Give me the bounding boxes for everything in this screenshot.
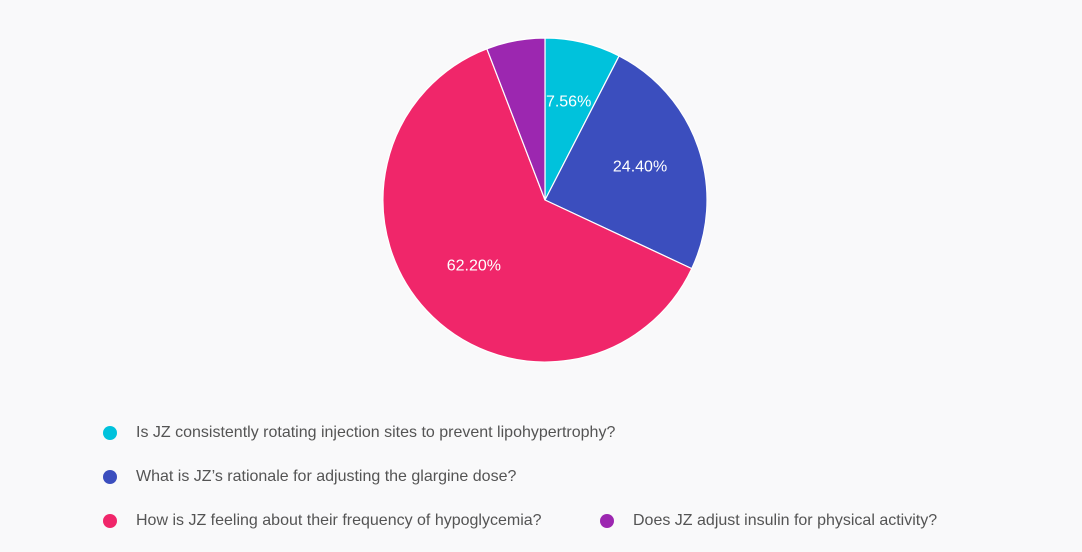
- pie-slice[interactable]: [544, 55, 708, 270]
- legend-item-hypoglycemia-feeling[interactable]: How is JZ feeling about their frequency …: [103, 512, 542, 530]
- pie-data-label: 7.56%: [546, 94, 591, 111]
- pie-slice[interactable]: [382, 48, 693, 363]
- pie-data-labels: 7.56% 24.40% 62.20%: [447, 94, 667, 275]
- legend-label: What is JZ’s rationale for adjusting the…: [136, 468, 517, 485]
- legend-color-dot: [600, 514, 614, 528]
- pie-data-label: 24.40%: [613, 159, 667, 176]
- pie-slices: [382, 37, 708, 363]
- pie-data-label: 62.20%: [447, 257, 501, 274]
- legend-color-dot: [103, 514, 117, 528]
- legend-label: How is JZ feeling about their frequency …: [136, 512, 542, 529]
- pie-slice[interactable]: [486, 37, 546, 201]
- legend-label: Is JZ consistently rotating injection si…: [136, 424, 616, 441]
- legend-color-dot: [103, 470, 117, 484]
- legend-label: Does JZ adjust insulin for physical acti…: [633, 512, 938, 529]
- legend-color-dot: [103, 426, 117, 440]
- legend-item-physical-activity[interactable]: Does JZ adjust insulin for physical acti…: [600, 512, 937, 530]
- legend-item-glargine-rationale[interactable]: What is JZ’s rationale for adjusting the…: [103, 468, 516, 486]
- legend-item-rotating-injection-sites[interactable]: Is JZ consistently rotating injection si…: [103, 424, 615, 442]
